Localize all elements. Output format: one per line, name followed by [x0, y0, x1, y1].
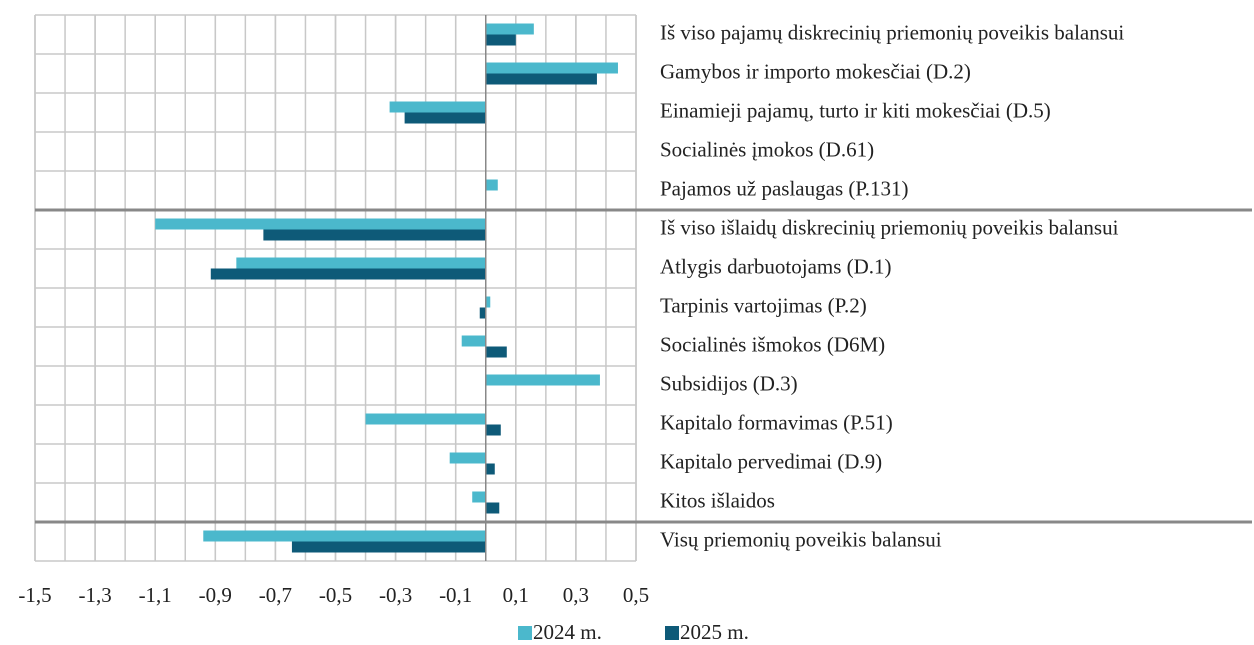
category-label: Tarpinis vartojimas (P.2)	[660, 293, 867, 317]
bar	[485, 23, 534, 35]
category-label: Socialinės įmokos (D.61)	[660, 137, 874, 161]
bar	[210, 268, 486, 280]
bar	[461, 335, 486, 347]
category-label: Visų priemonių poveikis balansui	[660, 527, 942, 551]
bar	[485, 62, 618, 74]
category-label: Subsidijos (D.3)	[660, 371, 798, 395]
bar	[485, 463, 495, 475]
category-label: Einamieji pajamų, turto ir kiti mokesčia…	[660, 98, 1051, 122]
x-tick-label: 0,5	[623, 583, 649, 607]
bar	[485, 73, 597, 85]
category-label: Kitos išlaidos	[660, 488, 775, 512]
bar	[472, 491, 486, 503]
category-label: Gamybos ir importo mokesčiai (D.2)	[660, 59, 971, 83]
legend-swatch	[518, 626, 532, 640]
bar	[485, 502, 500, 514]
category-label: Socialinės išmokos (D6M)	[660, 332, 885, 356]
bar	[263, 229, 486, 241]
bar	[203, 530, 486, 542]
bar	[365, 413, 486, 425]
bar	[449, 452, 486, 464]
bar	[236, 257, 486, 269]
bar	[155, 218, 486, 230]
category-label: Iš viso pajamų diskrecinių priemonių pov…	[660, 20, 1124, 44]
x-tick-label: -0,5	[319, 583, 352, 607]
bar	[404, 112, 486, 124]
bar	[485, 179, 498, 191]
legend-label: 2025 m.	[680, 620, 749, 644]
x-tick-label: -1,3	[78, 583, 111, 607]
category-label: Kapitalo formavimas (P.51)	[660, 410, 893, 434]
bar	[485, 374, 600, 386]
x-tick-label: 0,3	[563, 583, 589, 607]
x-tick-label: -0,7	[259, 583, 292, 607]
category-label: Pajamos už paslaugas (P.131)	[660, 176, 908, 200]
x-tick-label: -1,5	[18, 583, 51, 607]
category-label: Kapitalo pervedimai (D.9)	[660, 449, 882, 473]
legend-label: 2024 m.	[533, 620, 602, 644]
bar	[389, 101, 486, 113]
bar	[485, 34, 516, 46]
x-tick-label: 0,1	[503, 583, 529, 607]
legend-swatch	[665, 626, 679, 640]
x-tick-label: -1,1	[139, 583, 172, 607]
x-tick-label: -0,9	[199, 583, 232, 607]
bar	[485, 296, 491, 308]
bar	[479, 307, 486, 319]
bar	[485, 424, 501, 436]
bar	[291, 541, 486, 553]
x-tick-label: -0,1	[439, 583, 472, 607]
category-label: Iš viso išlaidų diskrecinių priemonių po…	[660, 215, 1119, 239]
x-tick-label: -0,3	[379, 583, 412, 607]
bar	[485, 346, 507, 358]
category-label: Atlygis darbuotojams (D.1)	[660, 254, 892, 278]
